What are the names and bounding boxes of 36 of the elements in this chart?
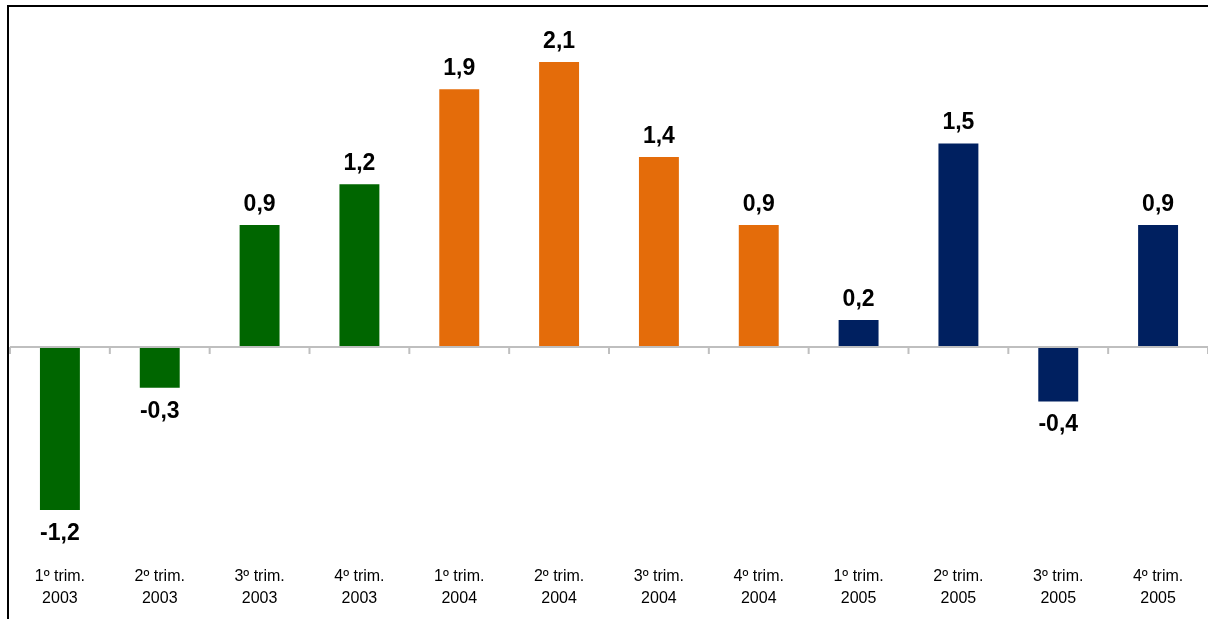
data-label: 0,9	[1142, 189, 1175, 216]
x-tick-label: 3º trim. 2005	[1033, 567, 1084, 606]
bar	[838, 319, 879, 348]
x-tick-label: 4º trim. 2003	[334, 567, 385, 606]
bar	[938, 143, 979, 348]
x-tick-label: 2º trim. 2004	[533, 567, 585, 606]
bar	[539, 62, 580, 348]
x-tick-label: 3º trim. 2003	[234, 567, 285, 606]
data-label: 1,2	[343, 149, 376, 176]
data-label: 2,1	[543, 26, 576, 53]
bar	[439, 89, 480, 348]
bar	[339, 184, 380, 348]
data-label: 0,9	[243, 189, 276, 216]
data-label: 1,9	[443, 54, 476, 80]
bar	[239, 224, 280, 348]
data-label: 0,9	[742, 189, 775, 216]
data-label: -0,4	[1038, 410, 1079, 437]
bar	[1138, 224, 1179, 348]
x-tick-label: 2º trim. 2005	[933, 567, 984, 606]
data-label: 0,2	[842, 284, 875, 311]
x-tick-label: 3º trim. 2004	[633, 567, 685, 606]
data-label: 1,5	[942, 108, 975, 135]
bar	[638, 157, 679, 348]
x-tick-label: 1º trim. 2004	[434, 567, 485, 606]
data-label: -0,3	[139, 396, 180, 423]
x-tick-label: 4º trim. 2005	[1132, 567, 1184, 606]
bar	[1038, 347, 1079, 402]
data-label: 1,4	[642, 121, 676, 148]
x-tick-label: 4º trim. 2004	[733, 567, 784, 606]
x-tick-label: 1º trim. 2005	[833, 567, 884, 606]
bar	[139, 347, 180, 388]
bar	[738, 224, 779, 348]
x-tick-label: 2º trim. 2003	[134, 567, 185, 606]
data-label: -1,2	[40, 518, 80, 545]
bar	[39, 347, 80, 510]
x-tick-label: 1º trim. 2003	[34, 567, 86, 606]
